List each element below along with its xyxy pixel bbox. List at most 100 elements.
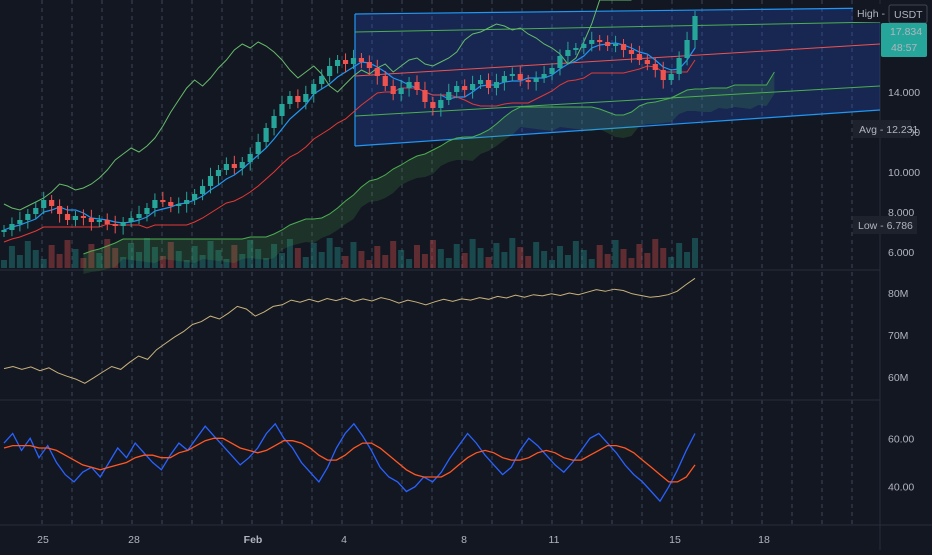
volume-bar-58 bbox=[461, 253, 468, 268]
candle-body-13 bbox=[104, 220, 110, 224]
candle-body-1 bbox=[9, 224, 15, 230]
volume-bar-35 bbox=[278, 253, 285, 268]
volume-bar-79 bbox=[628, 258, 635, 268]
volume-bar-74 bbox=[588, 259, 595, 268]
volume-bar-17 bbox=[136, 252, 143, 268]
volume-bar-19 bbox=[151, 247, 158, 268]
ichimoku-indicator[interactable] bbox=[3, 0, 775, 274]
time-tick-0: 25 bbox=[37, 534, 49, 546]
candle-body-53 bbox=[422, 90, 428, 102]
regression-channel[interactable] bbox=[354, 7, 881, 147]
volume-bar-80 bbox=[636, 244, 643, 268]
rsi-axis[interactable]: 60.00 40.00 bbox=[888, 433, 914, 493]
volume-bar-48 bbox=[382, 255, 389, 268]
channel-lower-median bbox=[354, 85, 881, 117]
volume-bar-85 bbox=[676, 243, 683, 268]
obv-axis[interactable]: 80M 70M 60M bbox=[888, 288, 908, 384]
high-price-label: High - 1 bbox=[857, 8, 894, 20]
volume-bar-27 bbox=[215, 250, 222, 268]
candlestick-series[interactable] bbox=[1, 11, 698, 237]
volume-bar-55 bbox=[437, 249, 444, 268]
volume-bar-56 bbox=[445, 258, 452, 268]
rsi-line bbox=[3, 422, 696, 503]
candle-body-52 bbox=[414, 82, 420, 90]
candle-body-45 bbox=[358, 58, 365, 62]
volume-bar-15 bbox=[120, 257, 127, 268]
time-tick-2: Feb bbox=[244, 534, 263, 546]
candle-body-29 bbox=[231, 164, 237, 168]
volume-bars bbox=[1, 238, 698, 268]
volume-bar-14 bbox=[112, 248, 119, 268]
candle-body-3 bbox=[25, 214, 31, 220]
rsi-pane[interactable] bbox=[3, 422, 696, 503]
candle-body-30 bbox=[239, 162, 245, 168]
volume-bar-76 bbox=[604, 254, 611, 268]
candle-body-11 bbox=[88, 218, 94, 222]
candle-body-38 bbox=[303, 94, 309, 102]
kijun-line bbox=[3, 59, 696, 243]
volume-bar-0 bbox=[1, 260, 7, 268]
price-tick-1: 14.000 bbox=[888, 87, 920, 99]
candle-body-21 bbox=[168, 202, 174, 206]
price-tick-3: 10.000 bbox=[888, 167, 920, 179]
volume-bar-40 bbox=[318, 252, 325, 268]
candle-body-48 bbox=[382, 76, 388, 86]
volume-bar-28 bbox=[223, 259, 230, 268]
volume-bar-39 bbox=[310, 243, 317, 268]
volume-bar-1 bbox=[8, 246, 15, 268]
candle-body-6 bbox=[49, 200, 55, 206]
volume-bar-6 bbox=[48, 245, 55, 268]
volume-bar-22 bbox=[175, 251, 182, 268]
candle-body-81 bbox=[644, 60, 650, 64]
volume-bar-21 bbox=[167, 242, 174, 268]
volume-bar-81 bbox=[644, 253, 651, 268]
volume-bar-71 bbox=[564, 255, 571, 268]
currency-tag[interactable]: USDT bbox=[888, 4, 928, 24]
volume-bar-41 bbox=[326, 238, 333, 268]
low-price-tag: Low - 6.786 bbox=[853, 216, 917, 234]
avg-price-label: Avg - 12.231 bbox=[859, 124, 919, 136]
volume-bar-2 bbox=[16, 255, 23, 268]
candle-body-87 bbox=[692, 16, 698, 40]
volume-bar-24 bbox=[191, 246, 198, 268]
candle-body-69 bbox=[549, 68, 555, 74]
candle-body-70 bbox=[557, 56, 563, 68]
time-tick-5: 11 bbox=[549, 534, 560, 546]
volume-bar-47 bbox=[374, 246, 381, 268]
bar-countdown: 48:57 bbox=[891, 42, 917, 54]
ichimoku-cloud bbox=[83, 72, 775, 274]
volume-bar-78 bbox=[620, 249, 627, 268]
candle-body-31 bbox=[247, 154, 253, 162]
volume-bar-10 bbox=[80, 258, 87, 268]
candle-body-32 bbox=[255, 142, 261, 154]
time-axis[interactable]: 25 28 Feb 4 8 11 15 18 bbox=[37, 534, 770, 546]
candle-body-84 bbox=[668, 74, 674, 80]
volume-bar-18 bbox=[143, 238, 150, 268]
candle-body-75 bbox=[597, 40, 603, 42]
candle-body-16 bbox=[128, 218, 134, 222]
candle-body-0 bbox=[1, 230, 7, 232]
volume-bar-37 bbox=[294, 248, 301, 268]
senkou-span-a bbox=[83, 71, 775, 255]
candle-body-26 bbox=[207, 176, 214, 186]
candle-body-82 bbox=[652, 64, 658, 70]
channel-lower-line bbox=[354, 109, 881, 147]
obv-tick-2: 60M bbox=[888, 372, 908, 384]
candle-body-46 bbox=[366, 62, 372, 68]
candle-body-68 bbox=[541, 74, 547, 78]
candle-body-76 bbox=[605, 42, 611, 46]
candle-body-86 bbox=[684, 40, 690, 58]
candle-body-17 bbox=[136, 214, 142, 218]
obv-pane[interactable] bbox=[3, 277, 696, 384]
volume-bar-49 bbox=[390, 241, 397, 268]
volume-bar-12 bbox=[96, 253, 103, 268]
candle-body-47 bbox=[374, 68, 380, 76]
volume-bar-8 bbox=[64, 240, 71, 268]
candle-body-15 bbox=[120, 222, 126, 226]
candle-body-10 bbox=[80, 216, 87, 218]
candle-body-22 bbox=[176, 204, 182, 206]
volume-bar-16 bbox=[128, 243, 135, 268]
candle-body-63 bbox=[501, 76, 507, 82]
